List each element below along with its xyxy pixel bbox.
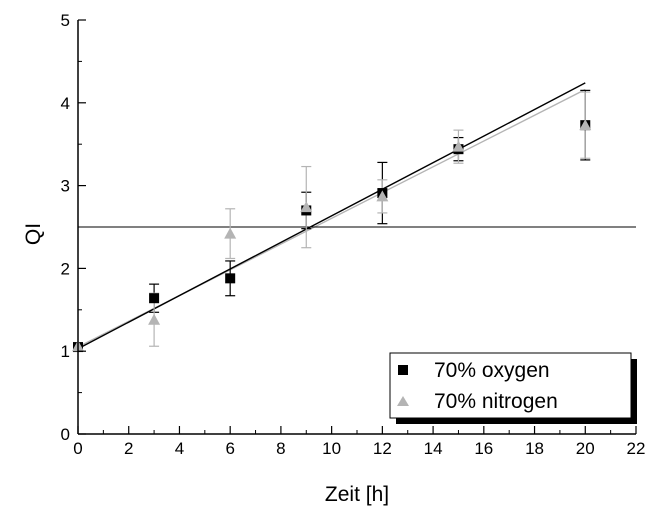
y-tick-label: 1 xyxy=(61,342,70,361)
point-nitrogen xyxy=(300,201,313,213)
x-tick-label: 18 xyxy=(525,439,544,458)
data-points xyxy=(72,119,592,353)
point-nitrogen xyxy=(224,227,237,239)
error-bars xyxy=(149,89,591,347)
point-nitrogen xyxy=(376,190,389,202)
y-tick-label: 0 xyxy=(61,425,70,444)
x-tick-label: 12 xyxy=(373,439,392,458)
x-tick-label: 20 xyxy=(576,439,595,458)
y-tick-label: 4 xyxy=(61,94,70,113)
y-tick-label: 2 xyxy=(61,259,70,278)
y-tick-label: 5 xyxy=(61,11,70,30)
x-tick-label: 10 xyxy=(322,439,341,458)
legend-marker-nitrogen xyxy=(397,396,409,406)
x-tick-label: 0 xyxy=(73,439,82,458)
axes xyxy=(77,19,637,435)
x-tick-label: 6 xyxy=(225,439,234,458)
x-tick-label: 8 xyxy=(276,439,285,458)
point-nitrogen xyxy=(148,313,161,325)
point-nitrogen xyxy=(579,119,592,131)
x-axis-title: Zeit [h] xyxy=(325,483,389,506)
legend-label-oxygen: 70% oxygen xyxy=(434,359,550,382)
legend-label-nitrogen: 70% nitrogen xyxy=(434,390,558,413)
point-nitrogen xyxy=(452,140,465,152)
y-axis-title: QI xyxy=(22,223,45,245)
x-tick-label: 14 xyxy=(424,439,443,458)
y-tick-label: 3 xyxy=(61,177,70,196)
point-oxygen xyxy=(149,293,160,304)
point-oxygen xyxy=(225,273,236,284)
legend: 70% oxygen 70% nitrogen xyxy=(389,352,637,424)
x-tick-label: 2 xyxy=(124,439,133,458)
legend-box xyxy=(389,352,632,419)
fit-line-oxygen xyxy=(77,82,586,350)
fit-lines xyxy=(77,82,586,350)
x-tick-label: 16 xyxy=(474,439,493,458)
x-tick-label: 22 xyxy=(627,439,646,458)
legend-marker-oxygen xyxy=(398,365,408,375)
x-tick-label: 4 xyxy=(175,439,184,458)
